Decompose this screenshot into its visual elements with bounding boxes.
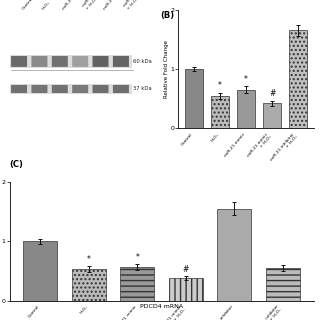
FancyBboxPatch shape bbox=[11, 85, 27, 93]
Bar bbox=[10, 84, 132, 94]
FancyBboxPatch shape bbox=[52, 85, 68, 93]
FancyBboxPatch shape bbox=[52, 56, 68, 67]
Text: miR-21 mimic: miR-21 mimic bbox=[224, 132, 246, 157]
FancyBboxPatch shape bbox=[113, 85, 129, 93]
Text: miR-21 mimic: miR-21 mimic bbox=[116, 304, 137, 320]
Text: H₂O₂: H₂O₂ bbox=[79, 304, 89, 315]
Bar bbox=[10, 55, 132, 68]
Text: miR-21 inhibitor
+ H₂O₂: miR-21 inhibitor + H₂O₂ bbox=[123, 0, 152, 11]
Text: (B): (B) bbox=[160, 11, 174, 20]
FancyBboxPatch shape bbox=[92, 85, 108, 93]
Bar bbox=[217, 209, 251, 301]
Text: #: # bbox=[269, 89, 276, 98]
Text: miR-21 mimic: miR-21 mimic bbox=[62, 0, 84, 11]
Text: *: * bbox=[135, 252, 139, 261]
Bar bbox=[120, 267, 154, 301]
Y-axis label: Relative Fold Change: Relative Fold Change bbox=[164, 40, 169, 98]
Text: *: * bbox=[87, 255, 91, 264]
Bar bbox=[263, 103, 281, 128]
Bar bbox=[237, 90, 255, 128]
Text: Control: Control bbox=[181, 132, 194, 147]
FancyBboxPatch shape bbox=[72, 56, 88, 67]
Text: miR-21 mimic
+ H₂O₂: miR-21 mimic + H₂O₂ bbox=[82, 0, 108, 11]
Bar bbox=[211, 96, 229, 128]
FancyBboxPatch shape bbox=[11, 56, 27, 67]
Bar bbox=[289, 30, 308, 128]
Text: miR-21 inhibitor
+ H₂O₂: miR-21 inhibitor + H₂O₂ bbox=[254, 304, 283, 320]
Bar bbox=[23, 241, 57, 301]
Text: *: * bbox=[218, 81, 222, 91]
Text: #: # bbox=[183, 265, 189, 274]
Text: H₂O₂: H₂O₂ bbox=[41, 0, 51, 11]
Bar bbox=[169, 278, 203, 301]
Bar bbox=[72, 269, 106, 301]
Text: *: * bbox=[244, 75, 248, 84]
FancyBboxPatch shape bbox=[92, 56, 108, 67]
Text: miR-21 inhibitor: miR-21 inhibitor bbox=[102, 0, 128, 11]
Text: H₂O₂: H₂O₂ bbox=[210, 132, 220, 142]
Text: 37 kDa: 37 kDa bbox=[133, 86, 151, 91]
Bar bbox=[185, 69, 203, 128]
Bar bbox=[266, 268, 300, 301]
Text: miR-21 mimic
+ H₂O₂: miR-21 mimic + H₂O₂ bbox=[160, 304, 186, 320]
Text: H₂O₂ + miR-21 inhibitor: H₂O₂ + miR-21 inhibitor bbox=[199, 304, 234, 320]
Text: (C): (C) bbox=[10, 160, 23, 169]
Text: miR-21 inhibitor
+ H₂O₂: miR-21 inhibitor + H₂O₂ bbox=[269, 132, 298, 164]
Text: Control: Control bbox=[21, 0, 34, 11]
Text: Control: Control bbox=[28, 304, 40, 319]
FancyBboxPatch shape bbox=[113, 56, 129, 67]
Text: miR-21 mimic
+ H₂O₂: miR-21 mimic + H₂O₂ bbox=[246, 132, 272, 160]
FancyBboxPatch shape bbox=[31, 85, 47, 93]
FancyBboxPatch shape bbox=[31, 56, 47, 67]
X-axis label: PDCD4 mRNA: PDCD4 mRNA bbox=[140, 304, 183, 308]
FancyBboxPatch shape bbox=[72, 85, 88, 93]
Text: 60 kDa: 60 kDa bbox=[133, 59, 151, 64]
